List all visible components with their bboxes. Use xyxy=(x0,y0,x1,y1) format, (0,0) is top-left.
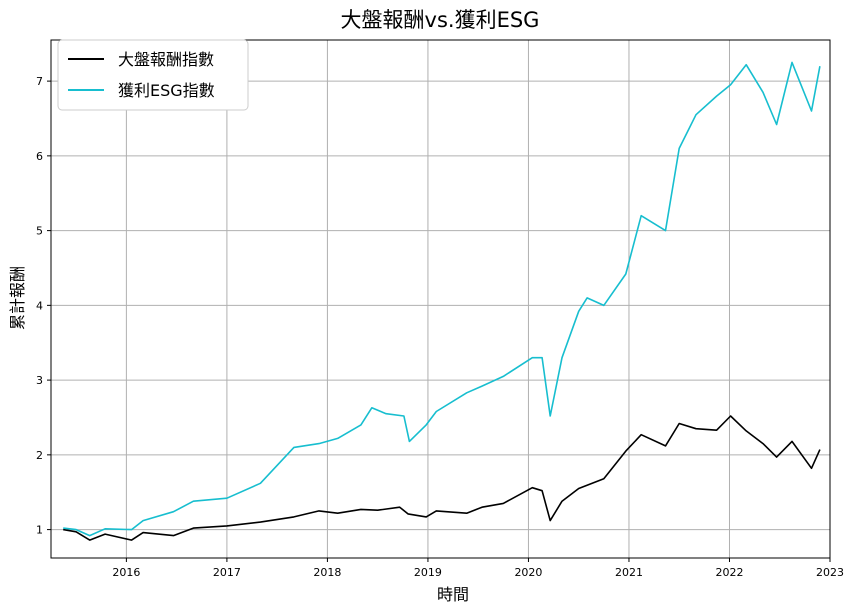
esg-return-series xyxy=(63,61,821,537)
market-return-series xyxy=(63,415,821,541)
x-tick-label: 2019 xyxy=(414,566,442,579)
x-tick-label: 2020 xyxy=(514,566,542,579)
x-tick-label: 2018 xyxy=(313,566,341,579)
x-tick-label: 2023 xyxy=(816,566,844,579)
plot-frame xyxy=(50,39,831,559)
y-tick-label: 5 xyxy=(36,225,43,238)
y-tick-label: 6 xyxy=(36,150,43,163)
x-tick-label: 2017 xyxy=(213,566,241,579)
y-tick-label: 3 xyxy=(36,374,43,387)
y-tick-label: 7 xyxy=(36,75,43,88)
legend-label-market: 大盤報酬指數 xyxy=(118,50,214,69)
tick-labels: 2016 2017 2018 2019 2020 2021 2022 2023 1 2 3 4 5 6 7 xyxy=(36,75,844,579)
series-lines xyxy=(63,61,821,541)
x-tick-label: 2016 xyxy=(112,566,140,579)
legend: 大盤報酬指數 獲利ESG指數 xyxy=(57,39,249,111)
x-tick-label: 2021 xyxy=(615,566,643,579)
y-tick-label: 4 xyxy=(36,299,43,312)
y-tick-label: 2 xyxy=(36,449,43,462)
x-tick-label: 2022 xyxy=(715,566,743,579)
y-axis-label: 累計報酬 xyxy=(8,266,27,330)
y-tick-label: 1 xyxy=(36,524,43,537)
legend-label-esg: 獲利ESG指數 xyxy=(118,81,215,100)
chart-title: 大盤報酬vs.獲利ESG xyxy=(341,8,540,32)
legend-box xyxy=(57,39,249,111)
x-axis-label: 時間 xyxy=(437,585,469,604)
